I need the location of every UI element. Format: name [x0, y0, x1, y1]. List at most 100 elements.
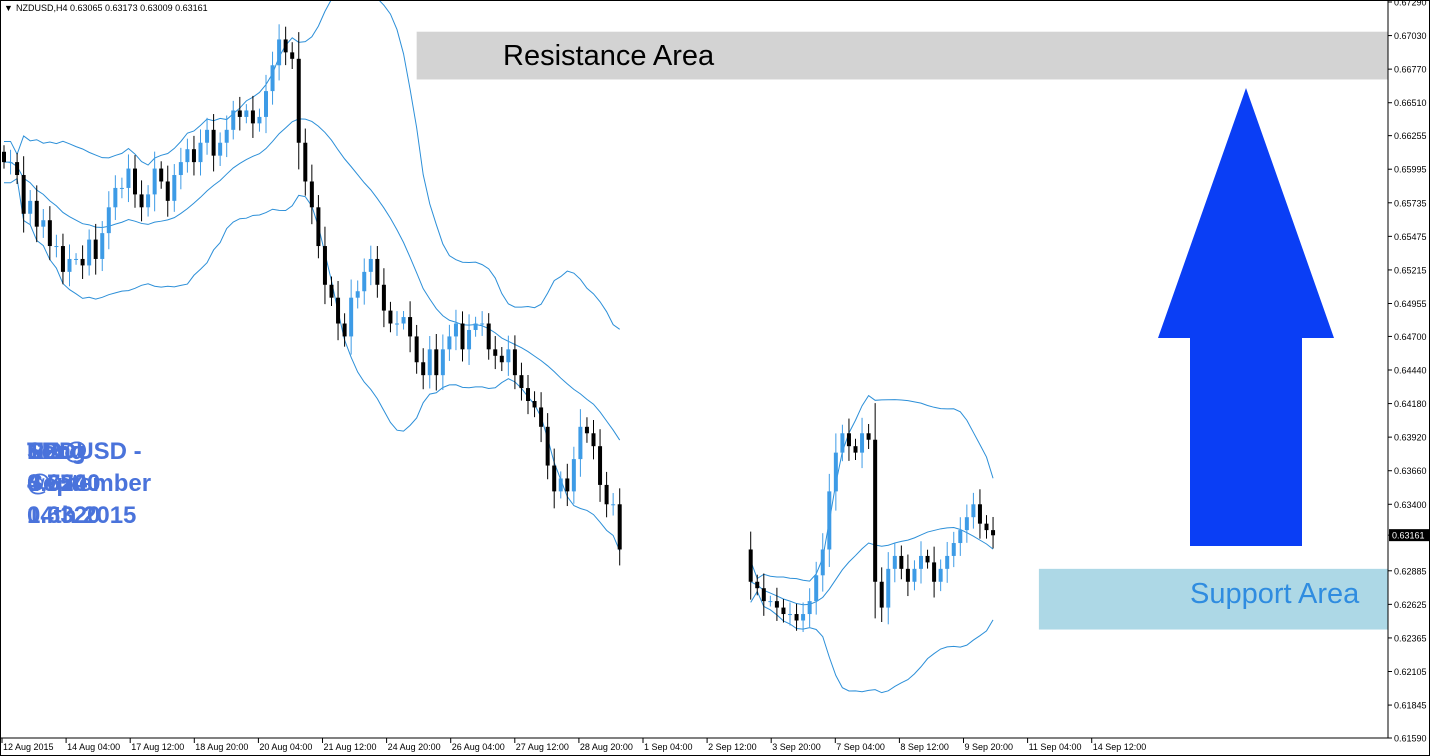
candle	[342, 313, 347, 347]
candle	[146, 185, 151, 217]
candle	[984, 515, 989, 539]
candle-body	[578, 426, 583, 460]
candle	[250, 95, 255, 138]
support-area-zone	[1038, 568, 1388, 630]
price-tick-label: 0.63660	[1394, 466, 1427, 476]
candle	[866, 424, 871, 449]
candle	[191, 135, 196, 176]
candle	[100, 221, 105, 272]
candle	[532, 391, 537, 418]
candle	[172, 164, 177, 212]
candle-body	[886, 568, 891, 608]
candle	[218, 132, 223, 166]
annotation-stop-loss: SL @ 0.6240	[27, 438, 101, 497]
candle	[34, 185, 39, 243]
price-tick-label: 0.64955	[1394, 299, 1427, 309]
candle	[427, 336, 432, 389]
candle	[578, 409, 583, 477]
price-tick-label: 0.63920	[1394, 433, 1427, 443]
candle-body	[316, 207, 321, 247]
header-symbol-ohlc: NZDUSD,H4 0.63065 0.63173 0.63009 0.6316…	[16, 3, 208, 13]
candle-body	[755, 581, 760, 589]
price-tick-label: 0.65475	[1394, 232, 1427, 242]
time-tick-label: 12 Aug 2015	[3, 742, 54, 752]
candle	[604, 471, 609, 518]
candle-body	[237, 110, 242, 117]
candle-body	[67, 258, 72, 272]
candle	[381, 268, 386, 328]
candle-body	[375, 258, 380, 285]
candle	[748, 531, 753, 600]
candle-body	[788, 614, 792, 616]
candle	[558, 471, 563, 499]
candle-body	[552, 465, 557, 492]
candle	[964, 504, 969, 543]
candle	[971, 492, 976, 529]
candle-body	[8, 162, 13, 164]
candle	[486, 313, 491, 360]
candle	[421, 348, 426, 390]
candle-body	[93, 239, 98, 259]
candle	[237, 96, 242, 131]
candle-body	[794, 614, 799, 621]
candle	[493, 336, 498, 370]
candle-body	[611, 504, 616, 506]
candle	[224, 115, 229, 158]
candle-body	[991, 530, 996, 536]
candle	[591, 420, 596, 460]
candle-body	[964, 517, 969, 531]
time-tick-label: 24 Aug 20:00	[388, 742, 441, 752]
candle-body	[919, 555, 923, 569]
candle-body	[329, 284, 334, 298]
header-arrow-icon[interactable]: ▼	[4, 3, 13, 13]
price-tick-label: 0.66770	[1394, 65, 1427, 75]
candle-body	[87, 239, 92, 266]
candle	[873, 403, 878, 619]
candle	[139, 180, 144, 222]
candle-body	[558, 478, 563, 492]
candle-body	[617, 504, 622, 550]
candle	[512, 335, 517, 390]
price-tick-label: 0.62625	[1394, 600, 1427, 610]
time-tick-label: 2 Sep 12:00	[708, 742, 757, 752]
candle-body	[231, 110, 236, 130]
candle-body	[388, 310, 393, 324]
candle-body	[480, 323, 485, 325]
candle-body	[519, 375, 524, 389]
candle-body	[257, 116, 262, 124]
candle	[329, 276, 334, 307]
candle	[309, 164, 314, 225]
candle	[198, 129, 203, 176]
candle	[788, 602, 792, 626]
candle	[178, 147, 183, 190]
candle	[945, 541, 950, 583]
candle-body	[211, 129, 216, 156]
candle	[388, 301, 393, 333]
candle	[349, 279, 354, 355]
price-tick-label: 0.65735	[1394, 198, 1427, 208]
candle	[761, 573, 766, 616]
candle-body	[119, 187, 124, 189]
candle	[611, 493, 616, 516]
candle-body	[984, 523, 989, 531]
candle	[336, 281, 341, 341]
candle-body	[434, 349, 439, 376]
candle-body	[264, 91, 268, 117]
candle-body	[761, 588, 766, 602]
candle-body	[401, 317, 406, 324]
bollinger-upper-band	[4, 0, 620, 330]
candle-body	[499, 355, 504, 363]
candle-body	[860, 433, 865, 453]
annotation-risk-reward: RR: 4.75	[27, 438, 74, 497]
candle	[303, 128, 308, 196]
candle-body	[532, 400, 537, 408]
candle	[54, 234, 59, 258]
candle	[526, 374, 530, 415]
candle-body	[362, 271, 367, 292]
candle-body	[2, 151, 6, 163]
candle	[440, 334, 445, 391]
candle	[205, 117, 210, 155]
candle-body	[598, 446, 603, 485]
candle-body	[224, 129, 229, 143]
